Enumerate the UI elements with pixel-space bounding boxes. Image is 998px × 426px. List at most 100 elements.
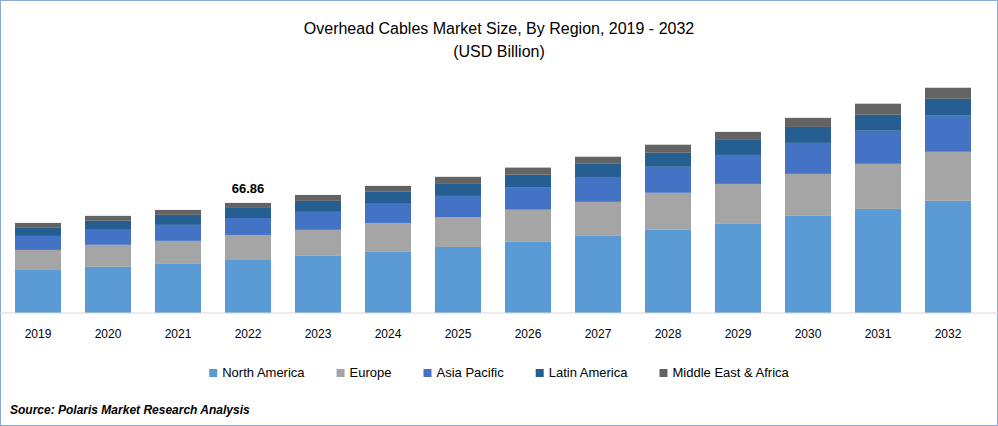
bar-segment xyxy=(575,157,621,164)
legend-swatch xyxy=(209,369,217,377)
bar-segment xyxy=(925,88,971,99)
bar-segment xyxy=(155,225,201,241)
bar-segment xyxy=(365,186,411,192)
x-tick-label: 2027 xyxy=(585,327,612,341)
legend-label: North America xyxy=(222,365,305,380)
legend-label: Latin America xyxy=(549,365,629,380)
title: Overhead Cables Market Size, By Region, … xyxy=(304,20,695,37)
frame xyxy=(1,1,998,426)
bars xyxy=(15,88,971,313)
legend-swatch xyxy=(337,369,345,377)
bar-segment xyxy=(365,252,411,313)
bar-segment xyxy=(715,155,761,184)
bar-segment xyxy=(855,164,901,209)
bar-segment xyxy=(225,235,271,260)
bar-segment xyxy=(645,167,691,193)
bar-segment xyxy=(715,224,761,313)
bar-segment xyxy=(435,177,481,184)
bar-segment xyxy=(15,236,61,250)
bar-segment xyxy=(225,260,271,313)
bar-segment xyxy=(85,245,131,267)
bar-segment xyxy=(715,184,761,224)
bar-segment xyxy=(505,210,551,242)
bar-segment xyxy=(155,210,201,215)
bar-segment xyxy=(505,242,551,313)
bar-segment xyxy=(295,195,341,201)
bar-segment xyxy=(435,247,481,313)
bar-segment xyxy=(505,175,551,188)
bar-segment xyxy=(855,104,901,115)
bar-segment xyxy=(575,236,621,313)
x-tick-label: 2032 xyxy=(935,327,962,341)
bar-segment xyxy=(295,212,341,230)
bar-segment xyxy=(85,221,131,230)
bar-segment xyxy=(785,143,831,174)
bar-segment xyxy=(505,188,551,210)
legend-swatch xyxy=(536,369,544,377)
bar-segment xyxy=(715,140,761,155)
subtitle: (USD Billion) xyxy=(453,43,545,60)
source: Source: Polaris Market Research Analysis xyxy=(10,403,250,417)
bar-segment xyxy=(645,230,691,313)
bar-segment xyxy=(85,230,131,245)
bar-segment xyxy=(155,215,201,225)
x-tick-label: 2029 xyxy=(725,327,752,341)
legend-label: Europe xyxy=(350,365,392,380)
bar-segment xyxy=(295,256,341,313)
bar-segment xyxy=(435,217,481,247)
legend-label: Asia Pacific xyxy=(437,365,505,380)
bar-segment xyxy=(225,218,271,235)
bar-segment xyxy=(575,164,621,178)
bar-segment xyxy=(225,208,271,218)
bar-segment xyxy=(15,228,61,236)
bar-segment xyxy=(155,241,201,264)
chart: Overhead Cables Market Size, By Region, … xyxy=(0,0,998,426)
x-tick-label: 2021 xyxy=(165,327,192,341)
legend: North America Europe Asia Pacific Latin Ame… xyxy=(209,365,789,380)
x-tick-label: 2022 xyxy=(235,327,262,341)
x-tick-label: 2030 xyxy=(795,327,822,341)
bar-segment xyxy=(645,193,691,230)
bar-segment xyxy=(365,204,411,223)
bar-segment xyxy=(785,174,831,216)
legend-swatch xyxy=(424,369,432,377)
bar-segment xyxy=(85,267,131,313)
bar-segment xyxy=(15,250,61,270)
bar-segment xyxy=(855,131,901,164)
bar-segment xyxy=(925,116,971,152)
bar-segment xyxy=(785,216,831,313)
bar-segment xyxy=(855,115,901,131)
bar-segment xyxy=(15,270,61,313)
x-tick-label: 2025 xyxy=(445,327,472,341)
bar-segment xyxy=(645,145,691,153)
bar-segment xyxy=(925,201,971,313)
x-tick-label: 2024 xyxy=(375,327,402,341)
bar-segment xyxy=(575,202,621,236)
x-tick-label: 2028 xyxy=(655,327,682,341)
bar-segment xyxy=(925,152,971,201)
bar-segment xyxy=(85,216,131,221)
bar-segment xyxy=(855,209,901,313)
bar-segment xyxy=(575,178,621,202)
bar-segment xyxy=(785,118,831,127)
bar-segment xyxy=(15,223,61,228)
bar-segment xyxy=(295,201,341,212)
legend-label: Middle East & Africa xyxy=(672,365,789,380)
bar-segment xyxy=(785,127,831,143)
bar-segment xyxy=(435,196,481,217)
x-tick-label: 2031 xyxy=(865,327,892,341)
bar-segment xyxy=(645,153,691,167)
bar-segment xyxy=(365,223,411,252)
bar-segment xyxy=(435,184,481,196)
x-tick-label: 2019 xyxy=(25,327,52,341)
bar-segment xyxy=(925,99,971,116)
annotation: 66.86 xyxy=(232,181,265,196)
x-axis-line xyxy=(0,313,998,314)
bar-segment xyxy=(295,230,341,256)
x-tick-label: 2020 xyxy=(95,327,122,341)
x-tick-label: 2026 xyxy=(515,327,542,341)
bar-segment xyxy=(715,132,761,140)
bar-segment xyxy=(155,264,201,313)
legend-swatch xyxy=(659,369,667,377)
bar-segment xyxy=(505,168,551,175)
